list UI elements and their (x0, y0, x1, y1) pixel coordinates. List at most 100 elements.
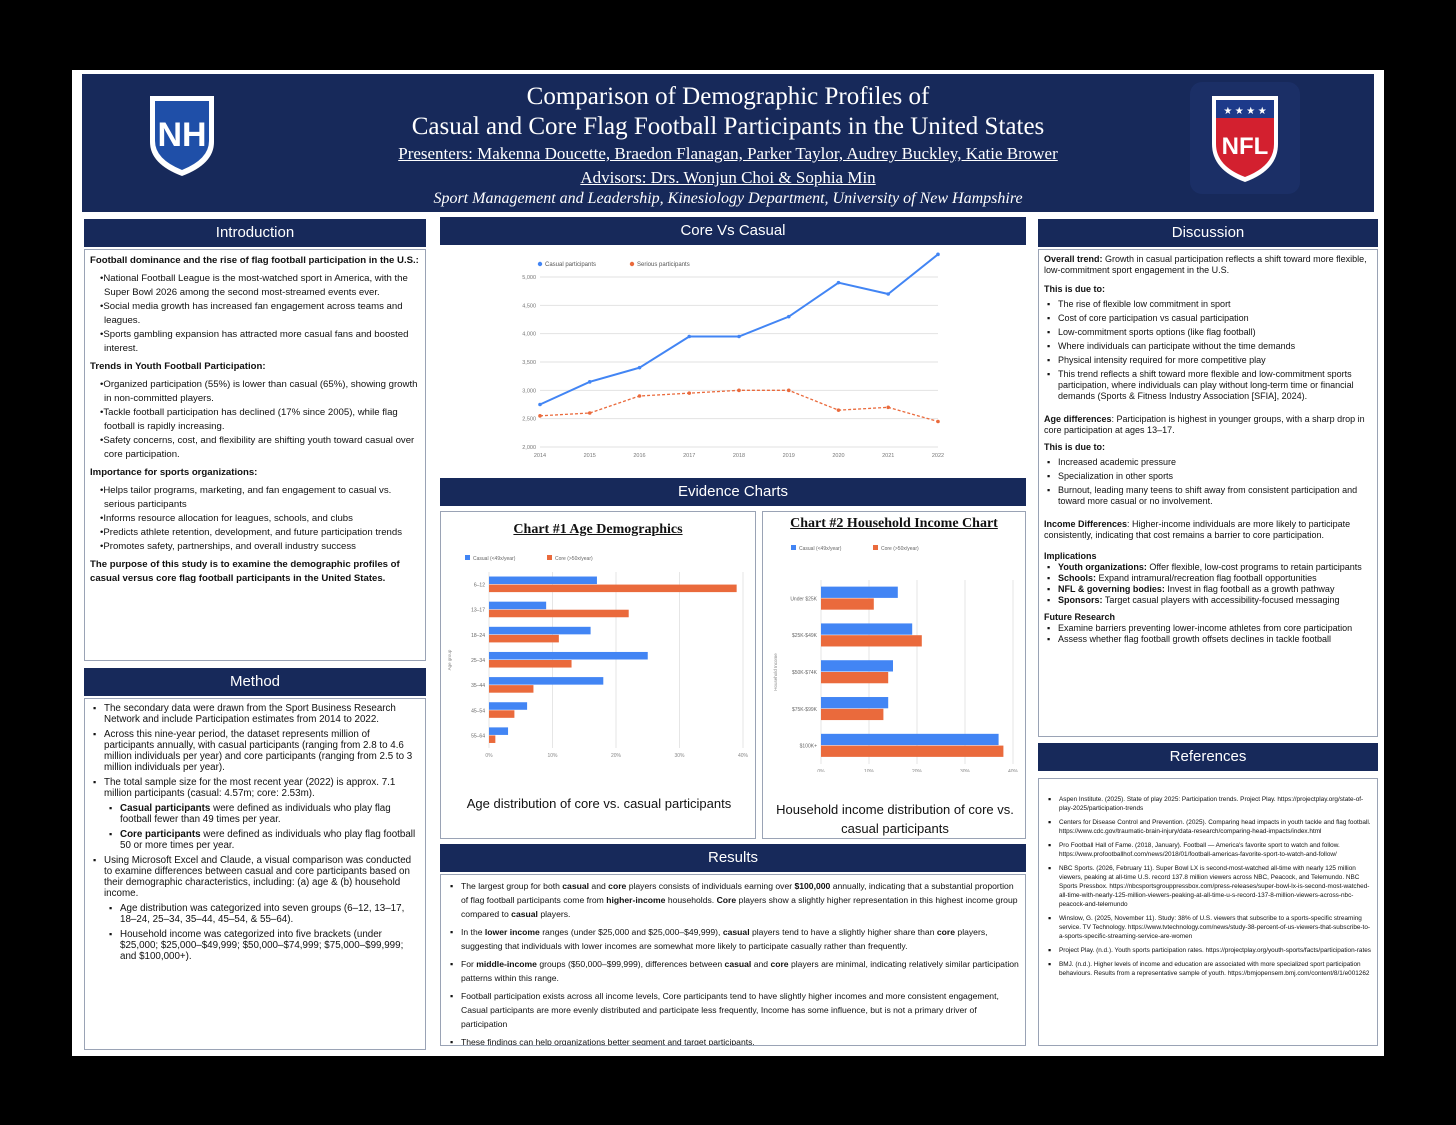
core-vs-casual-heading: Core Vs Casual (440, 217, 1026, 245)
method-item: Using Microsoft Excel and Claude, a visu… (90, 855, 420, 899)
bar-casual (821, 623, 913, 635)
category-label: $25K-$49K (792, 633, 818, 639)
overall-trend: Overall trend: Growth in casual particip… (1044, 254, 1367, 275)
intro-bullet: •Informs resource allocation for leagues… (100, 513, 353, 524)
bar-core (821, 598, 874, 610)
bar-casual (489, 626, 591, 635)
future-item: Assess whether flag football growth offs… (1044, 634, 1372, 645)
discussion-item: Specialization in other sports (1044, 471, 1372, 482)
reference-item: NBC Sports. (2026, February 11). Super B… (1045, 864, 1371, 909)
income-differences: Income Differences: Higher-income indivi… (1044, 519, 1351, 540)
legend-marker (465, 555, 470, 560)
implication-item: Sponsors: Target casual players with acc… (1044, 595, 1372, 606)
data-point (786, 314, 791, 319)
y-tick-label: 2,500 (522, 417, 536, 423)
income-chart-title: Chart #2 Household Income Chart (790, 516, 998, 531)
discussion-item: Cost of core participation vs casual par… (1044, 313, 1372, 324)
casual-definition: Casual participants were defined as indi… (106, 803, 420, 825)
legend-label: Casual participants (545, 262, 596, 268)
references-heading: References (1038, 743, 1378, 771)
unh-logo-text: NH (157, 116, 206, 154)
x-tick-label: 0% (817, 769, 825, 772)
age-chart-caption: Age distribution of core vs. casual part… (466, 796, 732, 811)
x-tick-label: 30% (674, 753, 685, 759)
category-label: $50K-$74K (792, 670, 818, 676)
method-subitem: Age distribution was categorized into se… (106, 903, 420, 925)
data-point (886, 405, 891, 410)
reference-item: Project Play. (n.d.). Youth sports parti… (1045, 946, 1371, 955)
reference-item: Winslow, G. (2025, November 11). Study: … (1045, 914, 1371, 941)
intro-bullet: •Safety concerns, cost, and flexibility … (100, 435, 415, 460)
intro-heading-3: Importance for sports organizations: (90, 467, 258, 478)
age-differences: Age differences: Participation is highes… (1044, 414, 1365, 435)
bar-casual (489, 677, 604, 685)
intro-bullet: •Predicts athlete retention, development… (100, 527, 403, 538)
y-tick-label: 4,500 (522, 303, 536, 309)
bar-casual (821, 697, 889, 709)
category-label: $100K+ (800, 744, 817, 750)
y-tick-label: 2,000 (522, 445, 536, 451)
data-point (886, 292, 891, 296)
category-label: 35–44 (471, 683, 485, 689)
intro-bullet: •National Football League is the most-wa… (100, 273, 408, 298)
method-item: The total sample size for the most recen… (90, 777, 420, 799)
x-tick-label: 2020 (832, 453, 844, 459)
x-tick-label: 2017 (683, 453, 695, 459)
x-tick-label: 2022 (932, 453, 944, 459)
nfl-logo-text: NFL (1222, 133, 1269, 160)
age-chart-title: Chart #1 Age Demographics (513, 522, 683, 537)
intro-bullet: •Tackle football participation has decli… (100, 407, 398, 432)
data-point (538, 402, 542, 407)
method-subitem: Household income was categorized into fi… (106, 929, 420, 962)
income-chart-panel: Chart #2 Household Income Chart 0% 10% 20%… (762, 511, 1026, 839)
legend-marker (629, 261, 635, 267)
study-purpose: The purpose of this study is to examine … (90, 559, 400, 584)
references-list: Aspen Institute. (2025). State of play 2… (1039, 779, 1377, 987)
legend-marker (537, 261, 543, 267)
intro-bullet: •Promotes safety, partnerships, and over… (100, 541, 356, 552)
result-item: In the lower income ranges (under $25,00… (447, 925, 1019, 953)
data-point (637, 365, 642, 370)
category-label: 18–24 (471, 633, 485, 639)
results-heading: Results (440, 844, 1026, 872)
y-tick-label: 4,000 (522, 332, 536, 338)
y-tick-label: 3,500 (522, 360, 536, 366)
category-label: 25–34 (471, 658, 485, 664)
discussion-panel: Overall trend: Growth in casual particip… (1038, 249, 1378, 737)
advisors: Advisors: Drs. Wonjun Choi & Sophia Min (580, 168, 876, 187)
bar-core (489, 710, 515, 718)
intro-bullet: •Sports gambling expansion has attracted… (100, 329, 409, 354)
star-icon: ★ ★ ★ ★ (1223, 106, 1266, 117)
legend-label: Serious participants (637, 262, 690, 268)
y-axis-label: Household Income (773, 653, 778, 691)
reference-item: Aspen Institute. (2025). State of play 2… (1045, 795, 1371, 813)
discussion-heading: Discussion (1038, 219, 1378, 247)
introduction-panel: Football dominance and the rise of flag … (84, 249, 426, 661)
x-tick-label: 30% (960, 769, 971, 772)
age-chart-panel: Chart #1 Age Demographics 0% 10% 20% 30% 40%… (440, 511, 756, 839)
bar-core (489, 634, 559, 643)
bar-casual (489, 576, 597, 585)
method-item: Across this nine-year period, the datase… (90, 729, 420, 773)
legend-marker (791, 545, 796, 550)
y-axis-label: Age group (447, 649, 452, 670)
y-tick-label: 5,000 (522, 275, 536, 281)
legend-marker (873, 545, 878, 550)
x-tick-label: 20% (912, 769, 923, 772)
title-line-2: Casual and Core Flag Football Participan… (411, 113, 1045, 140)
poster-header: NH Comparison of Demographic Profiles of… (82, 74, 1374, 212)
result-item: The largest group for both casual and co… (447, 879, 1019, 921)
bar-core (821, 745, 1004, 757)
category-label: Under $25K (790, 596, 817, 602)
age-bar-chart: 0%10%20%30%40%Share of participants (%)A… (447, 555, 749, 759)
method-panel: The secondary data were drawn from the S… (84, 698, 426, 1050)
x-tick-label: 2018 (733, 453, 745, 459)
implication-item: Youth organizations: Offer flexible, low… (1044, 562, 1372, 573)
unh-shield-icon: NH (150, 96, 214, 176)
x-tick-label: 10% (547, 753, 558, 759)
due-heading-1: This is due to: (1044, 284, 1106, 294)
x-tick-label: 10% (864, 769, 875, 772)
category-label: 55–64 (471, 733, 485, 739)
discussion-item: This trend reflects a shift toward more … (1044, 369, 1372, 402)
data-point (836, 280, 841, 285)
